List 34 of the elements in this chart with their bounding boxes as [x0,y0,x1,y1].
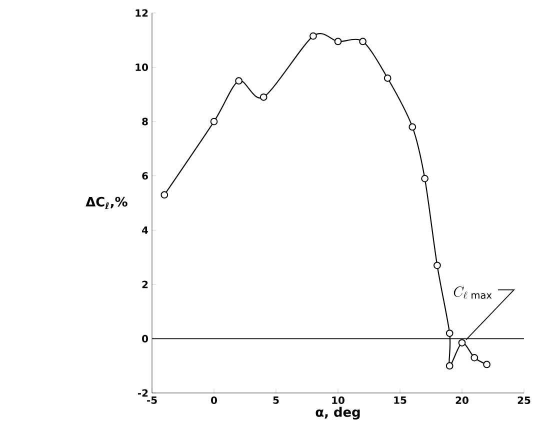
x-tick-label: 25 [518,396,530,404]
point [260,93,268,101]
x-tick-label: 5 [273,396,279,404]
x-tick-label: 10 [332,396,344,404]
point [421,174,428,182]
point [235,77,242,85]
y-tick-label: 10 [136,63,148,72]
y-tick-label: 0 [142,334,148,342]
point [446,362,454,370]
annotation: $C_{\ell\,\max}$ [454,286,492,299]
x-tick-label: 15 [394,396,406,404]
point [334,38,342,46]
point [310,32,317,40]
x-tick-label: 0 [211,396,217,404]
y-axis-title: ΔC$_{ℓ}$,% [86,196,128,210]
point [483,360,490,368]
y-tick-label: 6 [142,172,148,180]
y-tick-label: 12 [136,9,148,17]
x-tick-label: 20 [456,396,468,404]
x-axis-title: α, deg [316,406,360,420]
y-tick-label: -2 [138,389,148,397]
point [408,123,416,131]
point [470,354,478,362]
y-tick-label: 4 [142,226,148,234]
y-tick-label: 8 [142,118,148,126]
point [359,38,366,46]
point [434,262,441,270]
point [458,339,466,346]
x-tick-label: -5 [147,396,157,404]
y-tick-label: 2 [142,280,148,288]
point [446,330,454,337]
point [210,118,218,126]
point [160,191,168,199]
point [384,74,392,82]
